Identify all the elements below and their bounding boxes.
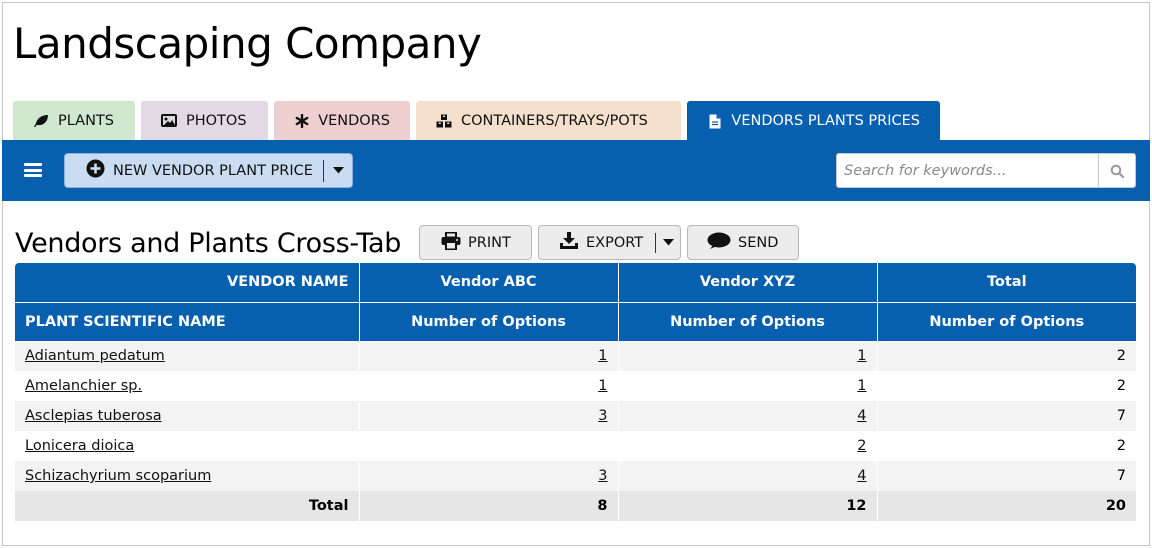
- app-title: Landscaping Company: [13, 19, 482, 68]
- row-total: 2: [877, 431, 1136, 461]
- new-vendor-plant-price-button[interactable]: NEW VENDOR PLANT PRICE: [64, 153, 353, 188]
- print-button[interactable]: PRINT: [419, 225, 532, 260]
- leaf-icon: [33, 113, 49, 129]
- plant-link[interactable]: Amelanchier sp.: [25, 378, 143, 394]
- divider: [323, 159, 324, 182]
- tab-vendors[interactable]: VENDORS: [274, 101, 410, 140]
- count-link[interactable]: 3: [598, 408, 608, 424]
- asterisk-icon: [294, 113, 309, 129]
- number-of-options-header: Number of Options: [618, 302, 878, 342]
- total-header: Total: [877, 263, 1136, 303]
- table-row: Adiantum pedatum 1 1 2: [15, 341, 1136, 371]
- plant-link[interactable]: Adiantum pedatum: [25, 348, 165, 365]
- new-button-label: NEW VENDOR PLANT PRICE: [113, 162, 313, 179]
- count-link[interactable]: 1: [598, 348, 608, 365]
- row-total: 2: [877, 341, 1136, 371]
- toolbar: NEW VENDOR PLANT PRICE: [2, 140, 1150, 201]
- search-input[interactable]: [837, 154, 1098, 187]
- count-link[interactable]: 3: [598, 468, 608, 484]
- count-link[interactable]: 1: [598, 378, 608, 394]
- vendor-abc-total: 8: [359, 491, 619, 521]
- tab-photos[interactable]: PHOTOS: [141, 101, 268, 140]
- grand-total: 20: [877, 491, 1136, 521]
- tab-label: CONTAINERS/TRAYS/POTS: [461, 112, 648, 129]
- plus-circle-icon: [86, 159, 105, 182]
- vendor-xyz-total: 12: [618, 491, 878, 521]
- vendor-name-header: VENDOR NAME: [15, 263, 360, 303]
- export-button[interactable]: EXPORT: [538, 225, 681, 260]
- image-icon: [161, 113, 177, 129]
- send-button[interactable]: SEND: [687, 225, 799, 260]
- number-of-options-header: Number of Options: [359, 302, 619, 342]
- print-label: PRINT: [468, 234, 511, 251]
- header-row-measures: PLANT SCIENTIFIC NAME Number of Options …: [15, 302, 1136, 342]
- plant-link[interactable]: Lonicera dioica: [25, 438, 135, 454]
- plant-link[interactable]: Asclepias tuberosa: [25, 408, 162, 424]
- report-title: Vendors and Plants Cross-Tab: [15, 228, 402, 259]
- tab-plants[interactable]: PLANTS: [13, 101, 135, 140]
- plant-link[interactable]: Schizachyrium scoparium: [25, 468, 212, 484]
- search-icon[interactable]: [1098, 154, 1135, 187]
- vendor-abc-header: Vendor ABC: [359, 263, 619, 303]
- count-link[interactable]: 4: [857, 468, 867, 484]
- divider: [655, 232, 656, 253]
- comment-icon: [707, 232, 731, 254]
- menu-icon[interactable]: [24, 163, 42, 177]
- empty-cell: [359, 431, 619, 461]
- header-row-vendors: VENDOR NAME Vendor ABC Vendor XYZ Total: [15, 263, 1136, 303]
- boxes-icon: [436, 113, 452, 129]
- search-box: [836, 153, 1136, 188]
- send-label: SEND: [738, 234, 779, 251]
- count-link[interactable]: 2: [857, 438, 867, 454]
- row-total: 2: [877, 371, 1136, 401]
- table-row: Schizachyrium scoparium 3 4 7: [15, 461, 1136, 491]
- tab-containers[interactable]: CONTAINERS/TRAYS/POTS: [416, 101, 681, 140]
- count-link[interactable]: 4: [857, 408, 867, 424]
- caret-down-icon[interactable]: [324, 167, 352, 174]
- row-total: 7: [877, 401, 1136, 431]
- main-tabs: PLANTS PHOTOS VENDORS CONTAINERS/TRAYS/P…: [13, 101, 946, 141]
- vendor-xyz-header: Vendor XYZ: [618, 263, 878, 303]
- row-total: 7: [877, 461, 1136, 491]
- count-link[interactable]: 1: [857, 378, 867, 394]
- document-icon: [707, 113, 722, 129]
- totals-row: Total 8 12 20: [15, 491, 1136, 521]
- count-link[interactable]: 1: [857, 348, 867, 365]
- cross-tab-table: VENDOR NAME Vendor ABC Vendor XYZ Total …: [15, 263, 1136, 521]
- table-row: Lonicera dioica 2 2: [15, 431, 1136, 461]
- table-row: Amelanchier sp. 1 1 2: [15, 371, 1136, 401]
- tab-label: VENDORS PLANTS PRICES: [731, 113, 920, 129]
- number-of-options-header: Number of Options: [877, 302, 1136, 342]
- table-row: Asclepias tuberosa 3 4 7: [15, 401, 1136, 431]
- tab-label: VENDORS: [318, 112, 390, 129]
- tab-label: PHOTOS: [186, 112, 247, 129]
- plant-scientific-name-header: PLANT SCIENTIFIC NAME: [15, 302, 360, 342]
- caret-down-icon[interactable]: [656, 239, 680, 246]
- tab-label: PLANTS: [58, 112, 114, 129]
- export-label: EXPORT: [586, 234, 644, 251]
- tab-vendors-plants-prices[interactable]: VENDORS PLANTS PRICES: [687, 101, 940, 141]
- printer-icon: [441, 231, 461, 254]
- download-icon: [559, 231, 579, 254]
- totals-label: Total: [15, 491, 360, 521]
